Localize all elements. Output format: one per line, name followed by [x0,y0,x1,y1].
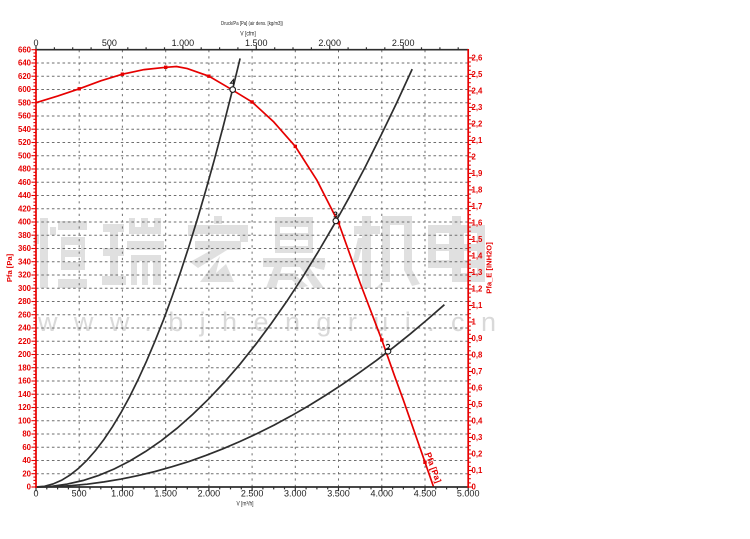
svg-text:0,5: 0,5 [472,400,484,409]
svg-text:420: 420 [18,204,32,213]
svg-text:0,1: 0,1 [472,466,484,475]
svg-text:0: 0 [33,38,38,48]
svg-text:540: 540 [18,125,32,134]
svg-text:200: 200 [18,350,32,359]
svg-text:580: 580 [18,98,32,107]
svg-text:1.000: 1.000 [111,488,134,498]
svg-text:60: 60 [22,443,31,452]
svg-text:1.000: 1.000 [172,38,195,48]
svg-text:2.500: 2.500 [241,488,264,498]
svg-text:0,2: 0,2 [472,450,484,459]
svg-text:0,3: 0,3 [472,433,484,442]
svg-text:380: 380 [18,231,32,240]
svg-text:0,4: 0,4 [472,417,484,426]
svg-text:260: 260 [18,310,32,319]
svg-text:280: 280 [18,297,32,306]
svg-text:160: 160 [18,377,32,386]
svg-text:1,6: 1,6 [472,219,484,228]
svg-text:1,1: 1,1 [472,301,484,310]
svg-text:2,1: 2,1 [472,136,484,145]
svg-text:2.000: 2.000 [318,38,341,48]
svg-text:0,7: 0,7 [472,367,483,376]
svg-text:1,9: 1,9 [472,169,484,178]
svg-text:20: 20 [22,469,31,478]
svg-text:3.500: 3.500 [327,488,350,498]
svg-text:1: 1 [472,318,477,327]
svg-text:0: 0 [27,483,32,492]
svg-text:500: 500 [18,151,32,160]
svg-text:240: 240 [18,324,32,333]
svg-text:0: 0 [33,488,38,498]
svg-text:1,8: 1,8 [472,186,484,195]
svg-text:460: 460 [18,178,32,187]
svg-text:5.000: 5.000 [457,488,480,498]
svg-text:1,5: 1,5 [472,235,484,244]
svg-text:2,2: 2,2 [472,120,484,129]
svg-text:220: 220 [18,337,32,346]
svg-text:140: 140 [18,390,32,399]
svg-text:0: 0 [472,483,477,492]
svg-text:4.000: 4.000 [371,488,394,498]
svg-text:340: 340 [18,257,32,266]
svg-text:360: 360 [18,244,32,253]
svg-text:1,3: 1,3 [472,268,484,277]
svg-text:500: 500 [102,38,117,48]
svg-text:1,7: 1,7 [472,202,483,211]
svg-text:2,5: 2,5 [472,70,484,79]
svg-text:0,9: 0,9 [472,334,484,343]
svg-text:2,4: 2,4 [472,87,484,96]
svg-text:2.500: 2.500 [392,38,415,48]
svg-text:660: 660 [18,45,32,54]
svg-text:Druck/Pa [Pa] (air dens. [kg/m: Druck/Pa [Pa] (air dens. [kg/m3]) [221,21,283,27]
svg-text:0,8: 0,8 [472,351,484,360]
svg-text:440: 440 [18,191,32,200]
svg-text:V [cfm]: V [cfm] [240,31,256,38]
svg-text:620: 620 [18,72,32,81]
svg-text:600: 600 [18,85,32,94]
svg-text:4.500: 4.500 [414,488,437,498]
svg-text:180: 180 [18,363,32,372]
svg-text:80: 80 [22,430,31,439]
svg-text:1.500: 1.500 [154,488,177,498]
svg-text:100: 100 [18,416,32,425]
svg-text:640: 640 [18,59,32,68]
svg-text:V [m³/h]: V [m³/h] [237,501,254,508]
svg-text:Pfa [Pa]: Pfa [Pa] [5,253,14,282]
svg-text:2: 2 [472,153,477,162]
svg-text:3.000: 3.000 [284,488,307,498]
svg-text:1,4: 1,4 [472,252,484,261]
svg-text:40: 40 [22,456,31,465]
svg-text:300: 300 [18,284,32,293]
svg-text:560: 560 [18,112,32,121]
svg-text:1.500: 1.500 [245,38,268,48]
svg-text:1,2: 1,2 [472,285,484,294]
svg-text:0,6: 0,6 [472,384,484,393]
svg-text:400: 400 [18,218,32,227]
svg-text:2.000: 2.000 [198,488,221,498]
svg-text:2,6: 2,6 [472,54,484,63]
svg-text:120: 120 [18,403,32,412]
svg-text:2,3: 2,3 [472,103,484,112]
svg-text:320: 320 [18,271,32,280]
svg-text:520: 520 [18,138,32,147]
svg-text:Pfa_E [INH2O]: Pfa_E [INH2O] [485,242,494,294]
svg-text:480: 480 [18,165,32,174]
svg-text:500: 500 [72,488,87,498]
